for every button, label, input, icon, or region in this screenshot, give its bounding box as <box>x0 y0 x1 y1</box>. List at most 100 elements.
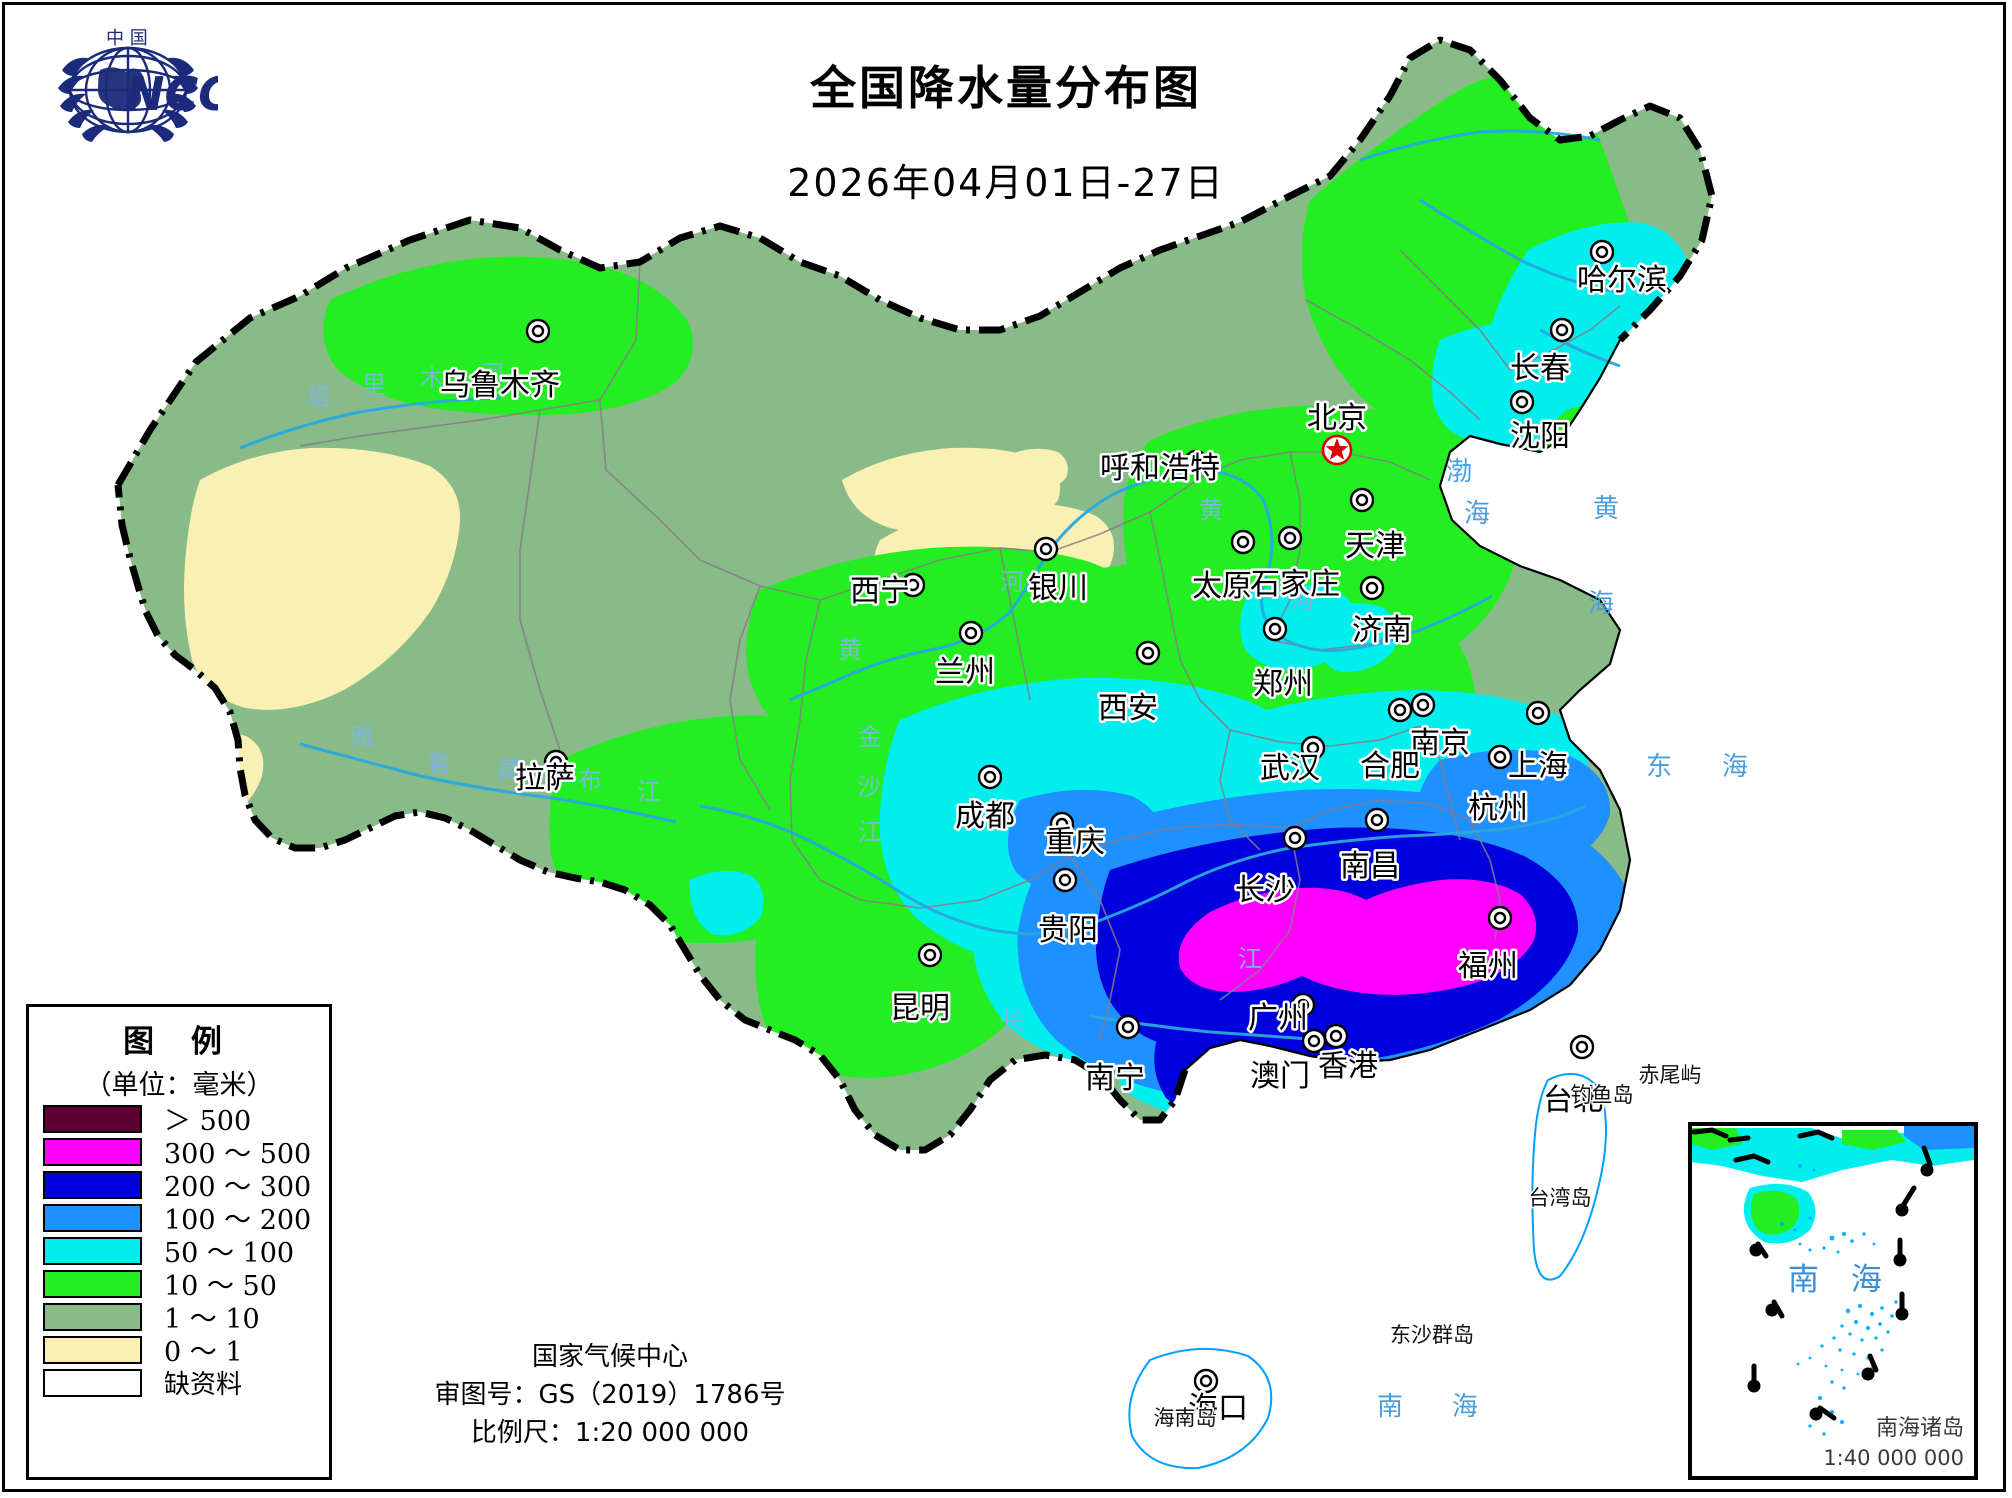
city-circle-inner <box>531 324 545 338</box>
city-circle-inner <box>1039 542 1053 556</box>
city-circle-outer <box>1193 1368 1219 1394</box>
city-marker-重庆: 重庆 <box>1043 811 1108 863</box>
river-labels: 塔里木河黄河黄河雅鲁藏布江金沙江长江 <box>307 360 1314 1036</box>
city-circle-outer <box>1569 1034 1595 1060</box>
attribution-review-no: 审图号：GS（2019）1786号 <box>434 1380 786 1410</box>
inset-sea-label: 南 海 <box>1788 1262 1893 1298</box>
city-circle-inner <box>1141 646 1155 660</box>
legend-label: 缺资料 <box>164 1370 243 1400</box>
inset-scale: 1:40 000 000 <box>1823 1446 1964 1470</box>
legend-label: 100 ～ 200 <box>164 1205 312 1236</box>
river-label: 里 <box>362 371 386 399</box>
river-label: 江 <box>858 818 882 846</box>
attribution-org: 国家气候中心 <box>531 1342 688 1372</box>
city-label-呼和浩特: 呼和浩特 <box>1100 451 1220 486</box>
legend-swatch <box>43 1236 142 1265</box>
city-label-南京: 南京 <box>1410 726 1470 761</box>
attribution-block: 国家气候中心 审图号：GS（2019）1786号 比例尺：1:20 000 00… <box>400 1338 820 1452</box>
city-circle-outer <box>958 620 984 646</box>
river-label: 雅 <box>350 723 374 751</box>
legend-item: 100 ～ 200 <box>43 1201 329 1236</box>
city-label-济南: 济南 <box>1352 613 1412 648</box>
river-label: 长 <box>1000 1008 1024 1036</box>
city-label-昆明: 昆明 <box>890 991 950 1026</box>
city-label-海口: 海口 <box>1188 1391 1248 1426</box>
city-label-台北: 台北 <box>1543 1083 1603 1118</box>
city-label-杭州: 杭州 <box>1468 791 1528 826</box>
city-circle-outer <box>1487 905 1513 931</box>
city-label-合肥: 合肥 <box>1360 749 1420 784</box>
city-marker-天津: 天津 <box>1343 487 1408 567</box>
river-label: 河 <box>480 360 504 388</box>
city-circle-outer <box>1359 575 1385 601</box>
city-marker-澳门: 澳门 <box>1248 1028 1327 1097</box>
city-circle-inner <box>1493 750 1507 764</box>
city-circle-inner <box>923 948 937 962</box>
city-label-福州: 福州 <box>1458 949 1518 984</box>
city-marker-上海: 上海 <box>1506 700 1571 787</box>
city-circle-inner <box>1575 1040 1589 1054</box>
city-marker-郑州: 郑州 <box>1251 616 1316 705</box>
city-label-银川: 银川 <box>1028 571 1088 606</box>
city-label-上海: 上海 <box>1508 749 1568 784</box>
city-marker-呼和浩特: 呼和浩特 <box>1098 449 1223 489</box>
capital-beijing: 北京 <box>1305 399 1370 466</box>
city-circle-inner <box>1296 998 1310 1012</box>
city-circle-inner <box>1493 911 1507 925</box>
city-label-太原: 太原 <box>1192 569 1252 604</box>
city-marker-西安: 西安 <box>1096 640 1161 729</box>
city-circle-outer <box>1364 807 1390 833</box>
river-label: 金 <box>858 723 882 751</box>
city-marker-太原: 太原 <box>1190 529 1256 607</box>
city-circle-outer <box>977 764 1003 790</box>
city-marker-济南: 济南 <box>1350 575 1415 651</box>
legend-item: 50 ～ 100 <box>43 1234 329 1269</box>
city-circle-outer <box>1509 389 1535 415</box>
taiwan-island <box>1531 1072 1607 1281</box>
city-circle-inner <box>1058 873 1072 887</box>
city-circle-outer <box>543 749 569 775</box>
city-circle-outer <box>1183 449 1209 475</box>
legend-label: 300 ～ 500 <box>164 1139 312 1170</box>
city-label-西安: 西安 <box>1098 691 1158 726</box>
city-circle-inner <box>1329 1029 1343 1043</box>
city-label-重庆: 重庆 <box>1045 825 1105 860</box>
city-circle-inner <box>1268 622 1282 636</box>
city-label-澳门: 澳门 <box>1250 1059 1310 1094</box>
legend-swatch <box>43 1170 142 1199</box>
city-marker-南京: 南京 <box>1408 692 1473 764</box>
city-marker-哈尔滨: 哈尔滨 <box>1575 239 1670 301</box>
river-label: 河 <box>1000 568 1024 596</box>
legend-swatch <box>43 1269 142 1298</box>
sea-labels: 渤海 黄海东 海南海 <box>1377 457 1748 1422</box>
city-marker-贵阳: 贵阳 <box>1036 867 1101 951</box>
river-label: 木 <box>420 364 444 392</box>
city-label-天津: 天津 <box>1345 529 1405 564</box>
city-label-沈阳: 沈阳 <box>1510 419 1570 454</box>
city-marker-西宁: 西宁 <box>848 572 926 612</box>
legend-swatch <box>43 1203 142 1232</box>
city-circle-inner <box>1236 535 1250 549</box>
city-marker-拉萨: 拉萨 <box>513 749 578 799</box>
city-circle-inner <box>1199 1374 1213 1388</box>
city-label-贵阳: 贵阳 <box>1038 913 1098 948</box>
city-circle-inner <box>1515 395 1529 409</box>
city-marker-兰州: 兰州 <box>933 620 998 693</box>
sea-label: 海 <box>1588 589 1614 619</box>
coastline <box>1184 339 1632 1071</box>
city-label-石家庄: 石家庄 <box>1250 567 1340 602</box>
city-circle-outer <box>1487 744 1513 770</box>
legend-label: 200 ～ 300 <box>164 1172 312 1203</box>
map-title: 全国降水量分布图 <box>810 61 1202 115</box>
legend-swatch <box>43 1104 142 1133</box>
legend-label: 10 ～ 50 <box>164 1271 277 1302</box>
legend-swatch <box>43 1368 142 1397</box>
city-marker-海口: 海口 <box>1186 1368 1251 1429</box>
city-circle-inner <box>1355 493 1369 507</box>
sea-label: 海 <box>1464 499 1490 529</box>
city-circle-outer <box>1052 867 1078 893</box>
city-circle-outer <box>1323 1023 1349 1049</box>
rivers-layer <box>239 129 1621 1042</box>
